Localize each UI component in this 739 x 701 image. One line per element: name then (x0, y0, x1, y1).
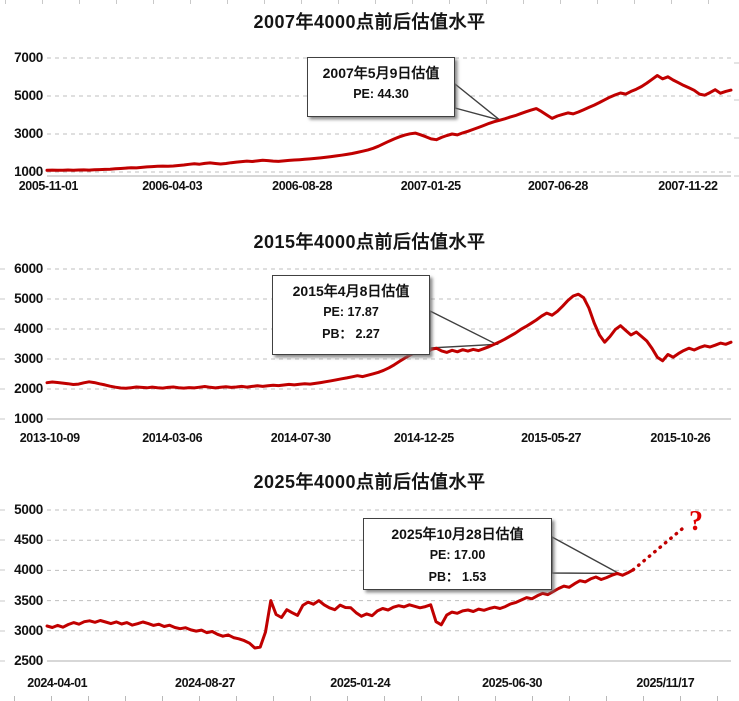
callout-box-2007: 2007年5月9日估值 PE: 44.30 (307, 57, 455, 117)
chart-2015: 2015年4000点前后估值水平 6000 5000 4000 3000 2000 100… (0, 215, 739, 455)
y-axis-tick-label: 5000 (14, 502, 43, 517)
question-mark-annotation: ? (689, 506, 703, 537)
x-axis-tick-label: 2006-04-03 (142, 179, 203, 193)
x-axis-tick-label: 2006-08-28 (272, 179, 333, 193)
x-axis-tick-label: 2025-01-24 (330, 676, 391, 690)
chart-title-2007: 2007年4000点前后估值水平 (253, 12, 486, 32)
y-axis-tick-label: 1000 (14, 164, 43, 179)
callout-box-2015: 2015年4月8日估值 PE: 17.87 PB： 2.27 (272, 275, 430, 355)
callout-pe-line: PE: 17.87 (323, 305, 379, 319)
plot-area-2015 (0, 268, 733, 420)
y-axis-tick-label: 2500 (14, 653, 43, 668)
y-axis-tick-label: 3500 (14, 592, 43, 608)
y-axis-tick-label: 4500 (14, 532, 43, 548)
callout-pe-line: PE: 44.30 (353, 87, 409, 101)
callout-pe-line: PE: 17.00 (429, 548, 486, 562)
x-axis-tick-label: 2024-08-27 (175, 676, 235, 690)
edge-tick-marks-top (5, 0, 735, 4)
chart-2025: 2025年4000点前后估值水平 5000 4500 4000 3500 3000 250… (0, 455, 739, 701)
y-axis-tick-label: 3000 (14, 126, 43, 141)
callout-pb-line: PB： 1.53 (428, 570, 487, 584)
y-axis-tick-label: 4000 (14, 321, 43, 336)
plot-area-2007 (45, 57, 739, 177)
chart-2007: 2007年4000点前后估值水平 7000 5000 3000 1000 2005-1… (0, 0, 739, 215)
x-axis-tick-label: 2014-03-06 (142, 431, 203, 445)
x-axis-tick-label: 2007-01-25 (400, 179, 461, 193)
y-axis-tick-label: 3000 (14, 622, 43, 638)
x-axis-tick-label: 2025-06-30 (482, 676, 543, 690)
y-axis-tick-label: 5000 (14, 291, 43, 306)
y-axis-tick-label: 2000 (14, 381, 43, 396)
x-axis-tick-label: 2007-11-22 (658, 179, 718, 193)
plot-area-2025 (0, 509, 731, 662)
callout-pb-line: PB： 2.27 (322, 327, 380, 341)
y-axis-tick-label: 5000 (14, 88, 43, 103)
x-axis-tick-label: 2014-12-25 (393, 431, 454, 445)
callout-date-line: 2015年4月8日估值 (292, 283, 410, 299)
x-axis-tick-label: 2013-10-09 (19, 431, 80, 445)
x-axis-tick-label: 2025/11/17 (636, 676, 695, 690)
x-axis-tick-label: 2007-06-28 (527, 179, 588, 193)
y-axis-tick-label: 4000 (14, 562, 43, 578)
callout-date-line: 2025年10月28日估值 (391, 526, 524, 542)
chart-title-2015: 2015年4000点前后估值水平 (253, 232, 486, 252)
edge-tick-marks-bottom (14, 696, 736, 701)
x-axis-tick-label: 2015-05-27 (521, 431, 582, 445)
chart-title-2025: 2025年4000点前后估值水平 (253, 472, 486, 492)
x-axis-tick-label: 2014-07-30 (270, 431, 331, 445)
callout-box-2025: 2025年10月28日估值 PE: 17.00 PB： 1.53 (363, 518, 552, 590)
y-axis-tick-label: 1000 (14, 411, 43, 426)
y-axis-tick-label: 3000 (14, 351, 43, 366)
x-axis-tick-label: 2024-04-01 (27, 676, 88, 690)
y-axis-tick-label: 7000 (14, 50, 43, 65)
x-axis-tick-label: 2005-11-01 (18, 179, 79, 193)
callout-date-line: 2007年5月9日估值 (322, 65, 440, 81)
y-axis-tick-label: 6000 (14, 261, 43, 276)
x-axis-tick-label: 2015-10-26 (650, 431, 711, 445)
